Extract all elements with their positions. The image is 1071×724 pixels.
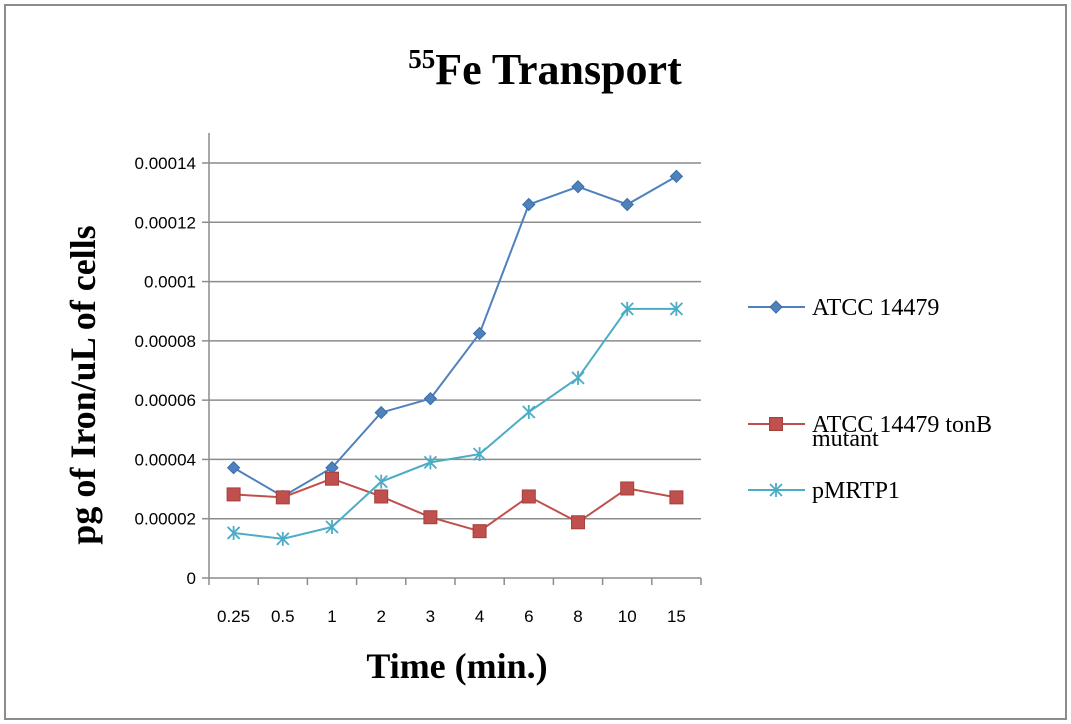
x-tick-label: 15 [667,607,686,626]
data-point [620,481,635,496]
title-main: Fe Transport [435,45,682,94]
data-point [472,447,487,462]
x-tick-label: 1 [327,607,336,626]
series-line [233,307,677,540]
data-point [571,515,585,530]
legend-marker-shape [769,417,783,431]
chart-title: 55Fe Transport [408,44,682,94]
series-group [226,169,684,546]
y-tick-label: 0 [187,569,196,588]
data-point [423,455,438,470]
y-tick-label: 0.0001 [144,273,196,292]
data-point [522,197,536,212]
legend-label-tonb-mutant-line1: ATCC 14479 tonB [812,412,992,438]
x-axis-title: Time (min.) [366,646,547,686]
x-tick-label: 3 [426,607,435,626]
data-point [276,531,290,546]
data-point [423,391,438,406]
legend-marker-shape [769,300,783,314]
legend-item-atcc-14479-tonb-mutant: ATCC 14479 tonB mutant [748,412,992,452]
data-point [325,520,339,535]
data-point [472,524,487,539]
y-tick-label: 0.00004 [135,450,196,469]
x-tick-label: 0.25 [217,607,250,626]
data-point [571,180,585,194]
data-point [374,405,388,420]
data-point [374,474,388,489]
x-tick-label: 4 [475,607,484,626]
series-0 [226,169,684,504]
data-point [669,301,684,316]
data-point [423,510,438,525]
title-superscript: 55 [408,44,435,74]
x-tick-label: 8 [573,607,582,626]
data-point [571,370,585,385]
data-point [620,197,634,212]
legend-item-pmrtp1: pMRTP1 [748,478,900,504]
legend-label-tonb-mutant-line2: mutant [812,426,879,452]
series-line [233,477,677,533]
x-tick-label: 10 [618,607,637,626]
data-point [669,490,684,505]
y-tick-label: 0.00002 [135,510,196,529]
data-point [472,326,487,341]
legend-marker-pmrtp1 [769,483,783,497]
data-point [275,490,290,505]
data-point [620,301,634,316]
x-tick-label: 2 [376,607,385,626]
series-line [233,175,677,498]
chart-frame [4,4,1067,720]
y-tick-label: 0.00012 [135,213,196,232]
data-point [521,489,536,504]
legend-label-atcc-14479: ATCC 14479 [812,295,939,321]
legend-label-pmrtp1: pMRTP1 [812,478,900,504]
data-point [374,489,389,504]
y-axis-title: pg of Iron/uL of cells [63,225,103,544]
legend-marker-tonb-mutant [769,417,783,431]
series-1 [226,471,684,539]
y-tick-label: 0.00014 [135,154,196,173]
data-point [325,471,339,486]
gridlines [209,162,701,520]
legend: ATCC 14479 ATCC 14479 tonB mutant pMRTP1 [748,295,992,504]
data-point [522,405,536,419]
data-point [226,525,241,540]
data-point [669,169,684,184]
x-tick-label: 6 [524,607,533,626]
legend-item-atcc-14479: ATCC 14479 [748,295,939,321]
y-tick-label: 0.00008 [135,332,196,351]
y-tick-label: 0.00006 [135,391,196,410]
series-2 [226,301,684,546]
data-point [226,487,241,502]
axes: 0 0.00002 0.00004 0.00006 0.00008 0.0001 0.000… [135,133,702,626]
legend-marker-shape [769,483,783,497]
x-tick-label: 0.5 [271,607,295,626]
legend-marker-atcc-14479 [769,300,783,314]
data-point [226,461,241,475]
